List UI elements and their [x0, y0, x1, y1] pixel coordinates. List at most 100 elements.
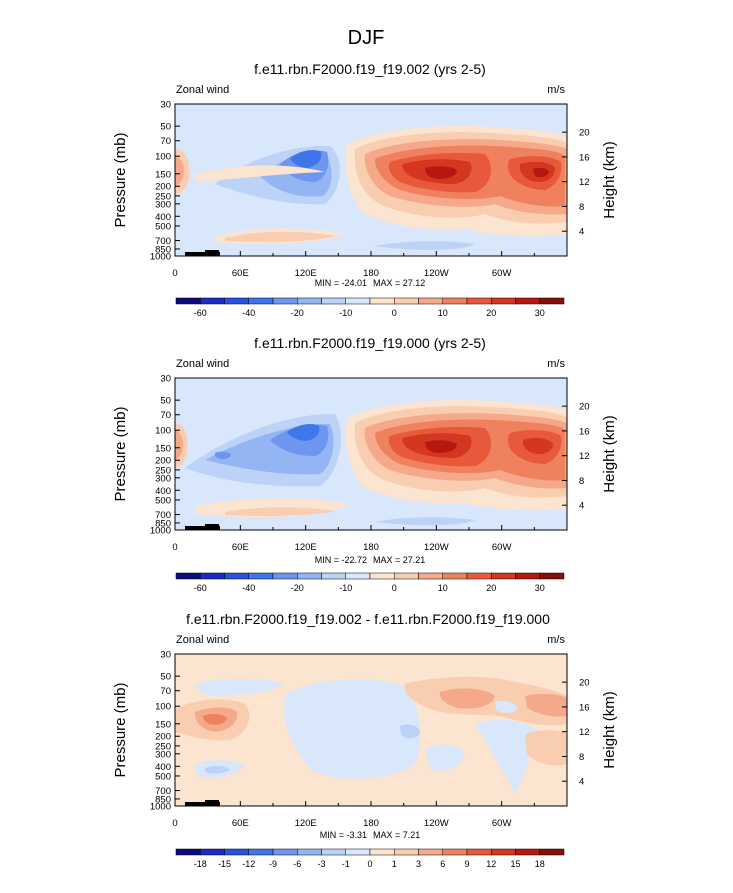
topography — [205, 250, 219, 256]
contour-neg-3 — [495, 700, 517, 713]
height-tick-label: 4 — [579, 501, 584, 512]
lon-tick-label: 60W — [492, 818, 512, 829]
colorbar-bin — [175, 848, 201, 856]
lon-tick-label: 180 — [363, 542, 379, 553]
pressure-tick-label: 200 — [155, 732, 171, 743]
pressure-tick-label: 700 — [155, 236, 171, 247]
pressure-tick-label: 70 — [160, 686, 171, 697]
colorbar-label: 10 — [438, 308, 448, 318]
colorbar-bin — [200, 297, 225, 305]
panel-title: f.e11.rbn.F2000.f19_f19.000 (yrs 2-5) — [254, 335, 486, 351]
colorbar-bin — [224, 572, 249, 580]
lon-tick-label: 60E — [232, 268, 249, 279]
contour-pos-low-2 — [225, 507, 335, 516]
colorbar-bin — [515, 297, 540, 305]
contour-pos-1c — [525, 730, 567, 766]
topography — [185, 526, 220, 530]
contour-pos-left-band — [195, 165, 325, 182]
colorbar-bin — [466, 848, 492, 856]
panel-title: f.e11.rbn.F2000.f19_f19.002 (yrs 2-5) — [254, 61, 486, 77]
pressure-tick-label: 300 — [155, 749, 171, 760]
colorbar-bin — [272, 848, 298, 856]
colorbar-label: 10 — [438, 583, 448, 593]
colorbar-bin — [175, 297, 201, 305]
colorbar-label: 18 — [535, 859, 545, 869]
colorbar-bin — [272, 572, 298, 580]
height-tick-label: 16 — [579, 702, 590, 713]
contour-neg-1e — [425, 744, 465, 771]
contour-pos-low-2 — [225, 231, 335, 242]
corner-label-left: Zonal wind — [176, 634, 229, 646]
contour-neg-1c — [475, 719, 535, 794]
pressure-tick-label: 70 — [160, 136, 171, 147]
y-axis-title: Pressure (mb) — [112, 132, 129, 227]
pressure-tick-label: 500 — [155, 221, 171, 232]
colorbar-bin — [321, 297, 346, 305]
colorbar-bin — [418, 848, 443, 856]
contour-neg-5 — [375, 241, 475, 250]
colorbar-bin — [394, 572, 419, 580]
colorbar-label: 3 — [416, 859, 421, 869]
height-tick-label: 16 — [579, 152, 590, 163]
pressure-tick-label: 30 — [160, 374, 171, 385]
colorbar-bin — [345, 848, 371, 856]
height-tick-label: 16 — [579, 426, 590, 437]
colorbar-bin — [466, 297, 492, 305]
contour-pos-3 — [203, 713, 227, 725]
pressure-tick-label: 200 — [155, 456, 171, 467]
lon-tick-label: 180 — [363, 268, 379, 279]
pressure-tick-label: 50 — [160, 672, 171, 683]
colorbar-label: -10 — [339, 308, 352, 318]
pressure-tick-label: 70 — [160, 410, 171, 421]
colorbar-bin — [297, 572, 322, 580]
y2-axis-title: Height (km) — [601, 141, 618, 219]
height-tick-label: 8 — [579, 752, 584, 763]
colorbar-bin — [466, 572, 492, 580]
height-tick-label: 12 — [579, 727, 590, 738]
contour-neg-1b — [195, 678, 285, 696]
colorbar-label: -60 — [194, 308, 207, 318]
contour-neg-6 — [375, 517, 475, 526]
contour-neg-2 — [400, 724, 420, 739]
colorbar-bin — [200, 572, 225, 580]
pressure-tick-label: 850 — [155, 244, 171, 255]
colorbar-label: 20 — [486, 308, 496, 318]
colorbar-label: -20 — [291, 308, 304, 318]
panel-1: f.e11.rbn.F2000.f19_f19.002 (yrs 2-5) Zo… — [112, 61, 618, 318]
colorbar-bin — [369, 297, 395, 305]
pressure-tick-label: 1000 — [150, 252, 171, 263]
pressure-tick-label: 100 — [155, 426, 171, 437]
colorbar-bin — [297, 848, 322, 856]
lon-tick-label: 0 — [172, 818, 177, 829]
height-tick-label: 20 — [579, 128, 590, 139]
colorbar-label: -18 — [194, 859, 207, 869]
pressure-tick-label: 400 — [155, 212, 171, 223]
height-tick-label: 8 — [579, 202, 584, 213]
lon-tick-label: 60W — [492, 268, 512, 279]
topography — [185, 802, 220, 806]
colorbar-bin — [442, 297, 468, 305]
pressure-tick-label: 30 — [160, 650, 171, 661]
lon-tick-label: 0 — [172, 542, 177, 553]
contour-neg-4 — [287, 424, 320, 441]
colorbar-label: -40 — [242, 308, 255, 318]
colorbar-bin — [175, 572, 201, 580]
plot-area — [175, 378, 567, 530]
colorbar-bin — [248, 848, 274, 856]
lon-tick-label: 120W — [424, 542, 449, 553]
lon-tick-label: 120W — [424, 268, 449, 279]
contour-pos-7 — [425, 440, 457, 453]
colorbar-bin — [200, 848, 225, 856]
colorbar-label: 1 — [392, 859, 397, 869]
pressure-tick-label: 1000 — [150, 526, 171, 537]
lon-tick-label: 60E — [232, 818, 249, 829]
colorbar-bin — [321, 572, 346, 580]
colorbar-label: -1 — [342, 859, 350, 869]
colorbar-label: -15 — [218, 859, 231, 869]
colorbar-bin — [539, 572, 565, 580]
colorbar-label: 0 — [392, 308, 397, 318]
y2-axis-title: Height (km) — [601, 691, 618, 769]
height-tick-label: 20 — [579, 678, 590, 689]
pressure-tick-label: 50 — [160, 122, 171, 133]
pressure-tick-label: 300 — [155, 473, 171, 484]
